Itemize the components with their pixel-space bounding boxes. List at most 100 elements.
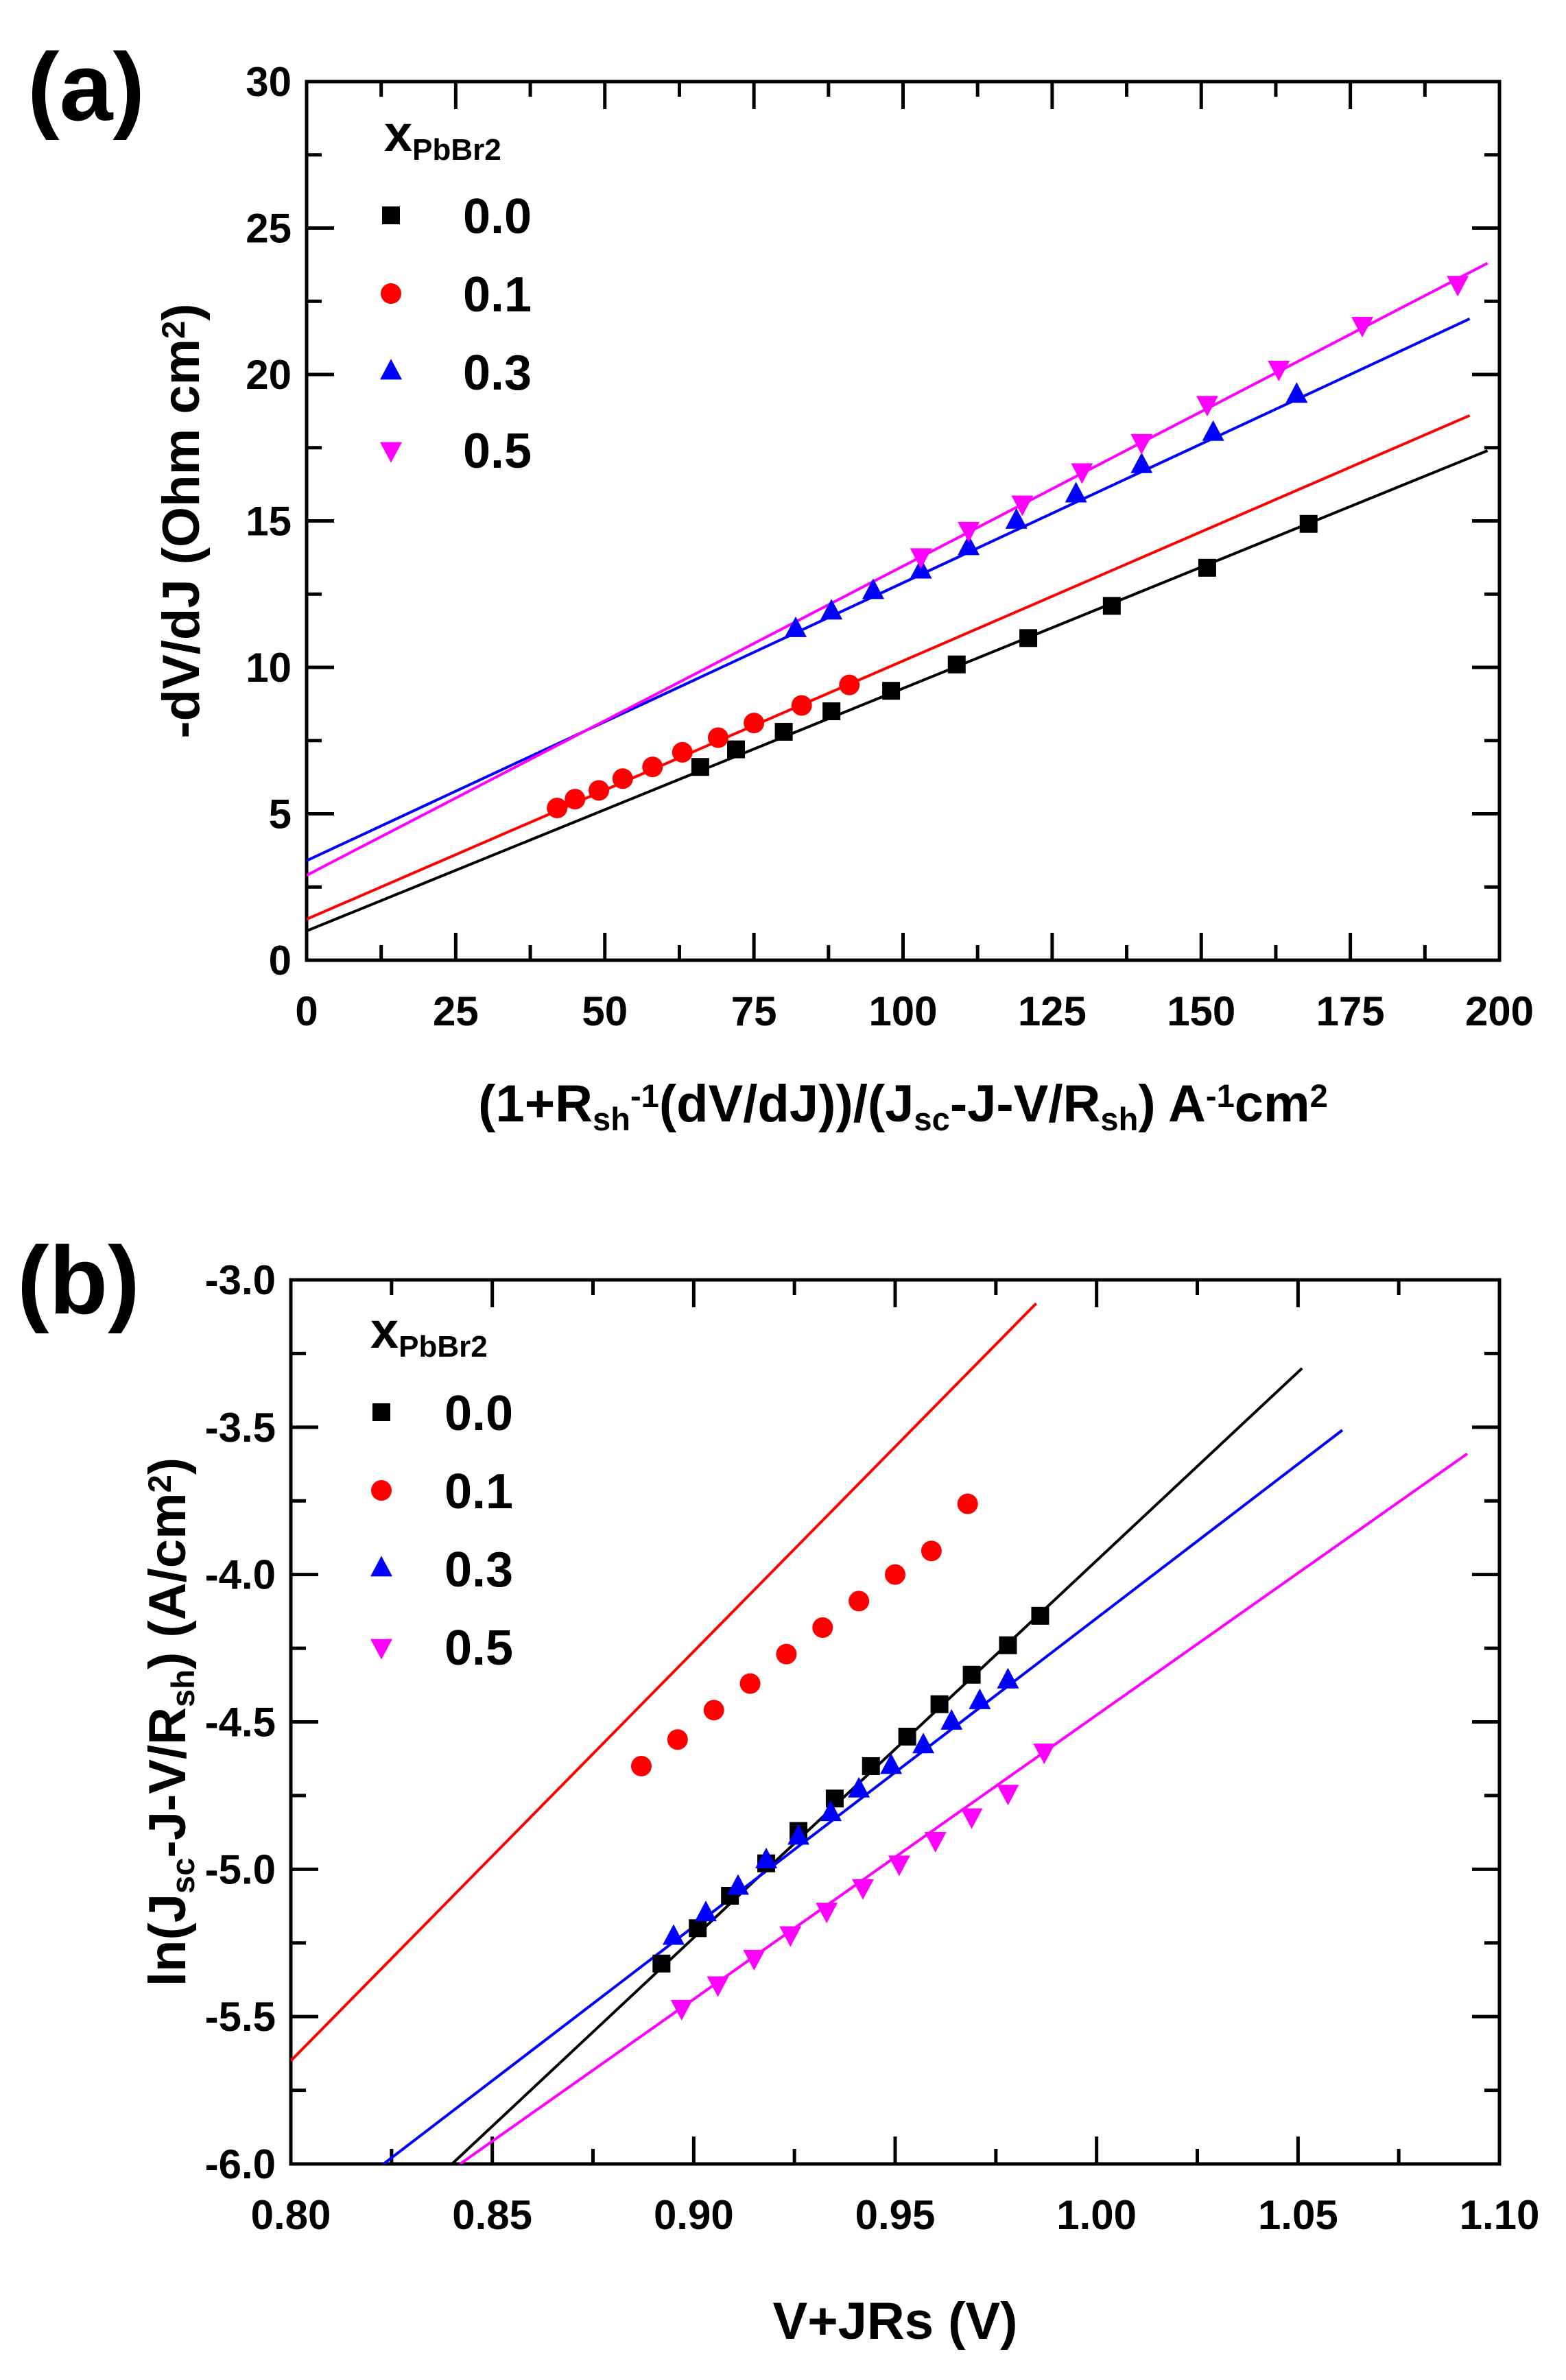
legend-marker-0.0 (382, 206, 400, 224)
data-point-0.5 (997, 1785, 1019, 1806)
legend-title: xPbBr2 (370, 1302, 488, 1364)
data-point-0.0 (822, 702, 841, 721)
y-tick-label: -5.0 (205, 1846, 276, 1892)
series-0.0 (691, 514, 1318, 776)
label-segment: (dV/dJ))/(J (659, 1075, 914, 1133)
data-point-0.0 (774, 722, 793, 741)
series-0.3 (662, 1667, 1019, 1945)
data-point-0.0 (947, 655, 966, 674)
data-point-0.5 (1268, 361, 1290, 382)
x-tick-label: 0.90 (654, 2192, 734, 2238)
legend-label-0.1: 0.1 (444, 1464, 513, 1519)
data-point-0.1 (791, 695, 812, 716)
data-point-0.0 (652, 1954, 671, 1973)
legend: xPbBr2 0.0 0.1 0.3 0.5 (370, 1302, 513, 1676)
data-point-0.0 (691, 758, 709, 776)
label-segment: 2 (155, 321, 191, 339)
x-tick-label: 50 (582, 988, 628, 1034)
data-point-0.1 (707, 727, 728, 748)
data-point-0.0 (1102, 597, 1121, 615)
legend-title-sub: PbBr2 (412, 133, 501, 167)
data-point-0.5 (958, 521, 980, 543)
label-segment: -1 (630, 1078, 659, 1114)
series-0.5 (670, 1744, 1056, 2021)
series-0.1 (630, 1493, 978, 1776)
label-segment: -1 (1206, 1078, 1235, 1114)
legend-title-sub: PbBr2 (399, 1330, 488, 1364)
data-point-0.3 (862, 578, 885, 599)
data-point-0.0 (962, 1665, 981, 1684)
data-point-0.5 (924, 1831, 947, 1853)
data-point-0.5 (1447, 276, 1469, 297)
y-tick-label: -3.5 (205, 1405, 276, 1451)
data-point-0.5 (816, 1903, 838, 1924)
fit-lines (307, 261, 1488, 933)
x-tick-label: 150 (1167, 988, 1235, 1034)
x-tick-label: 0.95 (855, 2192, 936, 2238)
data-point-0.3 (997, 1667, 1019, 1689)
data-point-0.0 (689, 1919, 707, 1938)
y-tick-label: 25 (246, 206, 292, 252)
data-point-0.3 (662, 1924, 685, 1945)
data-point-0.1 (776, 1643, 797, 1665)
label-segment: ln(J (139, 1894, 197, 1986)
data-point-0.0 (898, 1727, 916, 1746)
series-0.1 (547, 674, 860, 818)
y-tick-label: 15 (246, 499, 292, 545)
data-point-0.1 (703, 1700, 724, 1721)
label-segment: sh (1100, 1101, 1138, 1137)
data-point-0.3 (958, 534, 980, 556)
data-point-0.3 (726, 1874, 749, 1895)
label-segment: -J-V/R (950, 1075, 1101, 1133)
data-point-0.1 (589, 780, 610, 801)
legend-marker-0.3 (370, 1556, 392, 1577)
data-point-0.3 (755, 1847, 778, 1868)
y-axis-label: -dV/dJ (Ohm cm2) (152, 303, 211, 738)
data-point-0.0 (1198, 558, 1216, 577)
y-tick-label: -4.5 (205, 1700, 276, 1746)
legend-label-0.3: 0.3 (463, 346, 532, 401)
data-point-0.0 (862, 1757, 880, 1775)
data-point-0.0 (930, 1695, 949, 1713)
x-tick-label: 0.80 (251, 2192, 331, 2238)
fit-line-0.1 (291, 1302, 1037, 2062)
x-tick-label: 200 (1465, 988, 1534, 1034)
data-point-0.0 (999, 1636, 1017, 1654)
y-tick-label: 10 (246, 645, 292, 691)
data-point-0.1 (744, 713, 765, 734)
data-point-0.1 (839, 674, 860, 695)
x-tick-label: 1.05 (1258, 2192, 1338, 2238)
x-tick-label: 175 (1316, 988, 1385, 1034)
data-point-0.5 (1130, 433, 1153, 455)
data-point-0.5 (1196, 396, 1218, 417)
data-point-0.1 (957, 1493, 978, 1514)
label-segment: ) (139, 1457, 197, 1475)
fit-line-0.1 (307, 414, 1471, 921)
label-segment: 2 (141, 1475, 178, 1492)
y-tick-label: -5.5 (205, 1994, 276, 2040)
legend-label-0.0: 0.0 (444, 1386, 513, 1441)
label-segment: 2 (1310, 1078, 1328, 1114)
label-segment: ) A (1138, 1075, 1206, 1133)
y-tick-label: 20 (246, 352, 292, 398)
data-point-0.1 (630, 1755, 652, 1776)
panel-b: 0.80 0.85 0.90 0.95 1.00 1.05 1.10 -6.0 -5.5 -5.0… (17, 1226, 1539, 2351)
data-point-0.3 (940, 1709, 963, 1730)
data-point-0.3 (969, 1688, 991, 1709)
label-segment: -dV/dJ (Ohm cm (152, 339, 211, 739)
legend-label-0.5: 0.5 (444, 1621, 513, 1676)
data-point-0.3 (848, 1776, 870, 1798)
series-0.5 (910, 276, 1469, 569)
data-point-0.5 (1071, 463, 1093, 484)
legend-marker-0.1 (371, 1480, 392, 1501)
data-point-0.3 (820, 599, 843, 620)
legend-label-0.5: 0.5 (463, 424, 532, 479)
data-point-0.3 (912, 1733, 935, 1754)
legend-marker-0.1 (381, 283, 401, 304)
legend-marker-0.5 (380, 442, 402, 463)
data-point-0.1 (739, 1673, 761, 1694)
label-segment: ) (152, 303, 211, 320)
legend-label-0.0: 0.0 (463, 189, 532, 244)
data-point-0.0 (1019, 629, 1038, 647)
data-point-0.5 (779, 1926, 802, 1947)
